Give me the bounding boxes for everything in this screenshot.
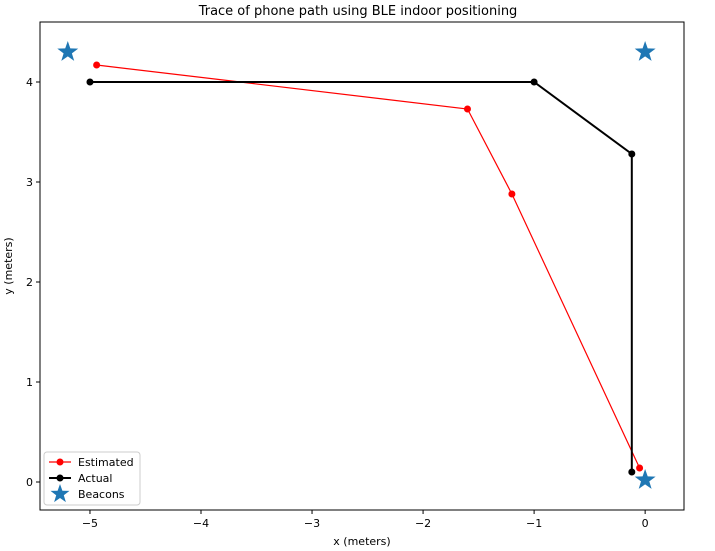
beacon-star-marker — [57, 41, 79, 61]
legend-estimated-marker — [56, 458, 64, 466]
x-tick-label: −5 — [82, 517, 98, 530]
actual-point — [628, 150, 636, 158]
y-tick-label: 4 — [26, 76, 33, 89]
legend-beacons-marker — [50, 484, 70, 503]
x-axis: −5 −4 −3 −2 −1 0 — [82, 510, 649, 530]
x-tick-label: 0 — [642, 517, 649, 530]
y-tick-label: 2 — [26, 276, 33, 289]
legend: Estimated Actual Beacons — [43, 451, 141, 506]
estimated-point — [93, 61, 101, 69]
x-tick-label: −1 — [526, 517, 542, 530]
estimated-point — [463, 105, 471, 113]
x-tick-label: −4 — [193, 517, 209, 530]
y-tick-label: 3 — [26, 176, 33, 189]
actual-point — [530, 78, 538, 86]
legend-actual-marker — [56, 474, 64, 482]
actual-series-line — [90, 81, 633, 472]
chart-title: Trace of phone path using BLE indoor pos… — [198, 4, 518, 19]
legend-estimated-label: Estimated — [78, 456, 134, 469]
legend-beacons-label: Beacons — [78, 488, 125, 501]
beacon-star-marker — [634, 41, 656, 61]
beacon-star-marker — [634, 469, 656, 489]
actual-point — [86, 78, 94, 86]
x-axis-label: x (meters) — [333, 535, 390, 548]
estimated-series-line — [96, 64, 641, 469]
actual-point — [628, 468, 636, 476]
y-tick-label: 0 — [26, 476, 33, 489]
axes-frame — [39, 21, 685, 511]
plot-area — [57, 41, 656, 489]
y-axis: 0 1 2 3 4 — [26, 76, 40, 489]
x-tick-label: −2 — [415, 517, 431, 530]
x-tick-label: −3 — [304, 517, 320, 530]
y-tick-label: 1 — [26, 376, 33, 389]
y-axis-label: y (meters) — [2, 237, 15, 294]
estimated-point — [508, 190, 516, 198]
legend-actual-label: Actual — [78, 472, 112, 485]
estimated-point — [636, 464, 644, 472]
